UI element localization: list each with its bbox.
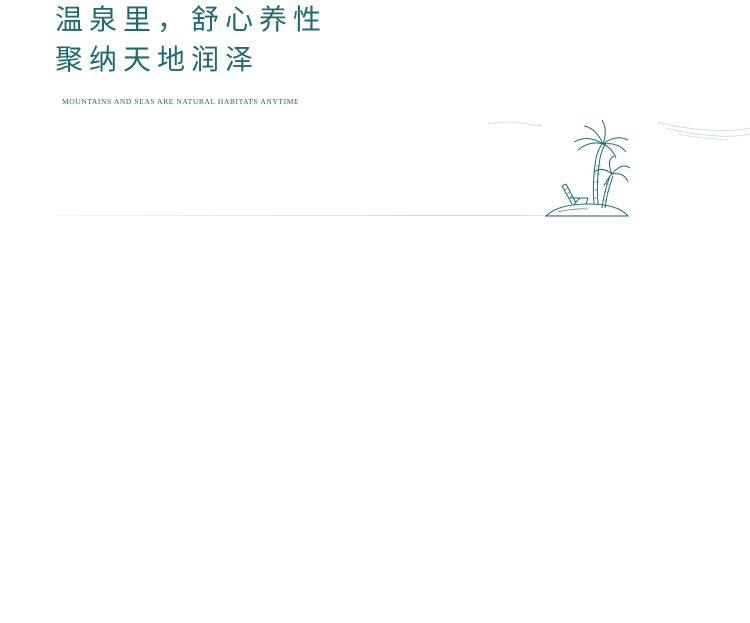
subtitle: MOUNTAINS AND SEAS ARE NATURAL HABITATS …	[62, 97, 300, 106]
headline: 温泉里，舒心养性 聚纳天地润泽	[55, 0, 327, 80]
palm-tree-beach-chair-icon	[478, 112, 750, 222]
headline-line-1: 温泉里，舒心养性	[55, 3, 328, 36]
divider	[55, 215, 635, 216]
headline-line-2: 聚纳天地润泽	[55, 43, 260, 76]
